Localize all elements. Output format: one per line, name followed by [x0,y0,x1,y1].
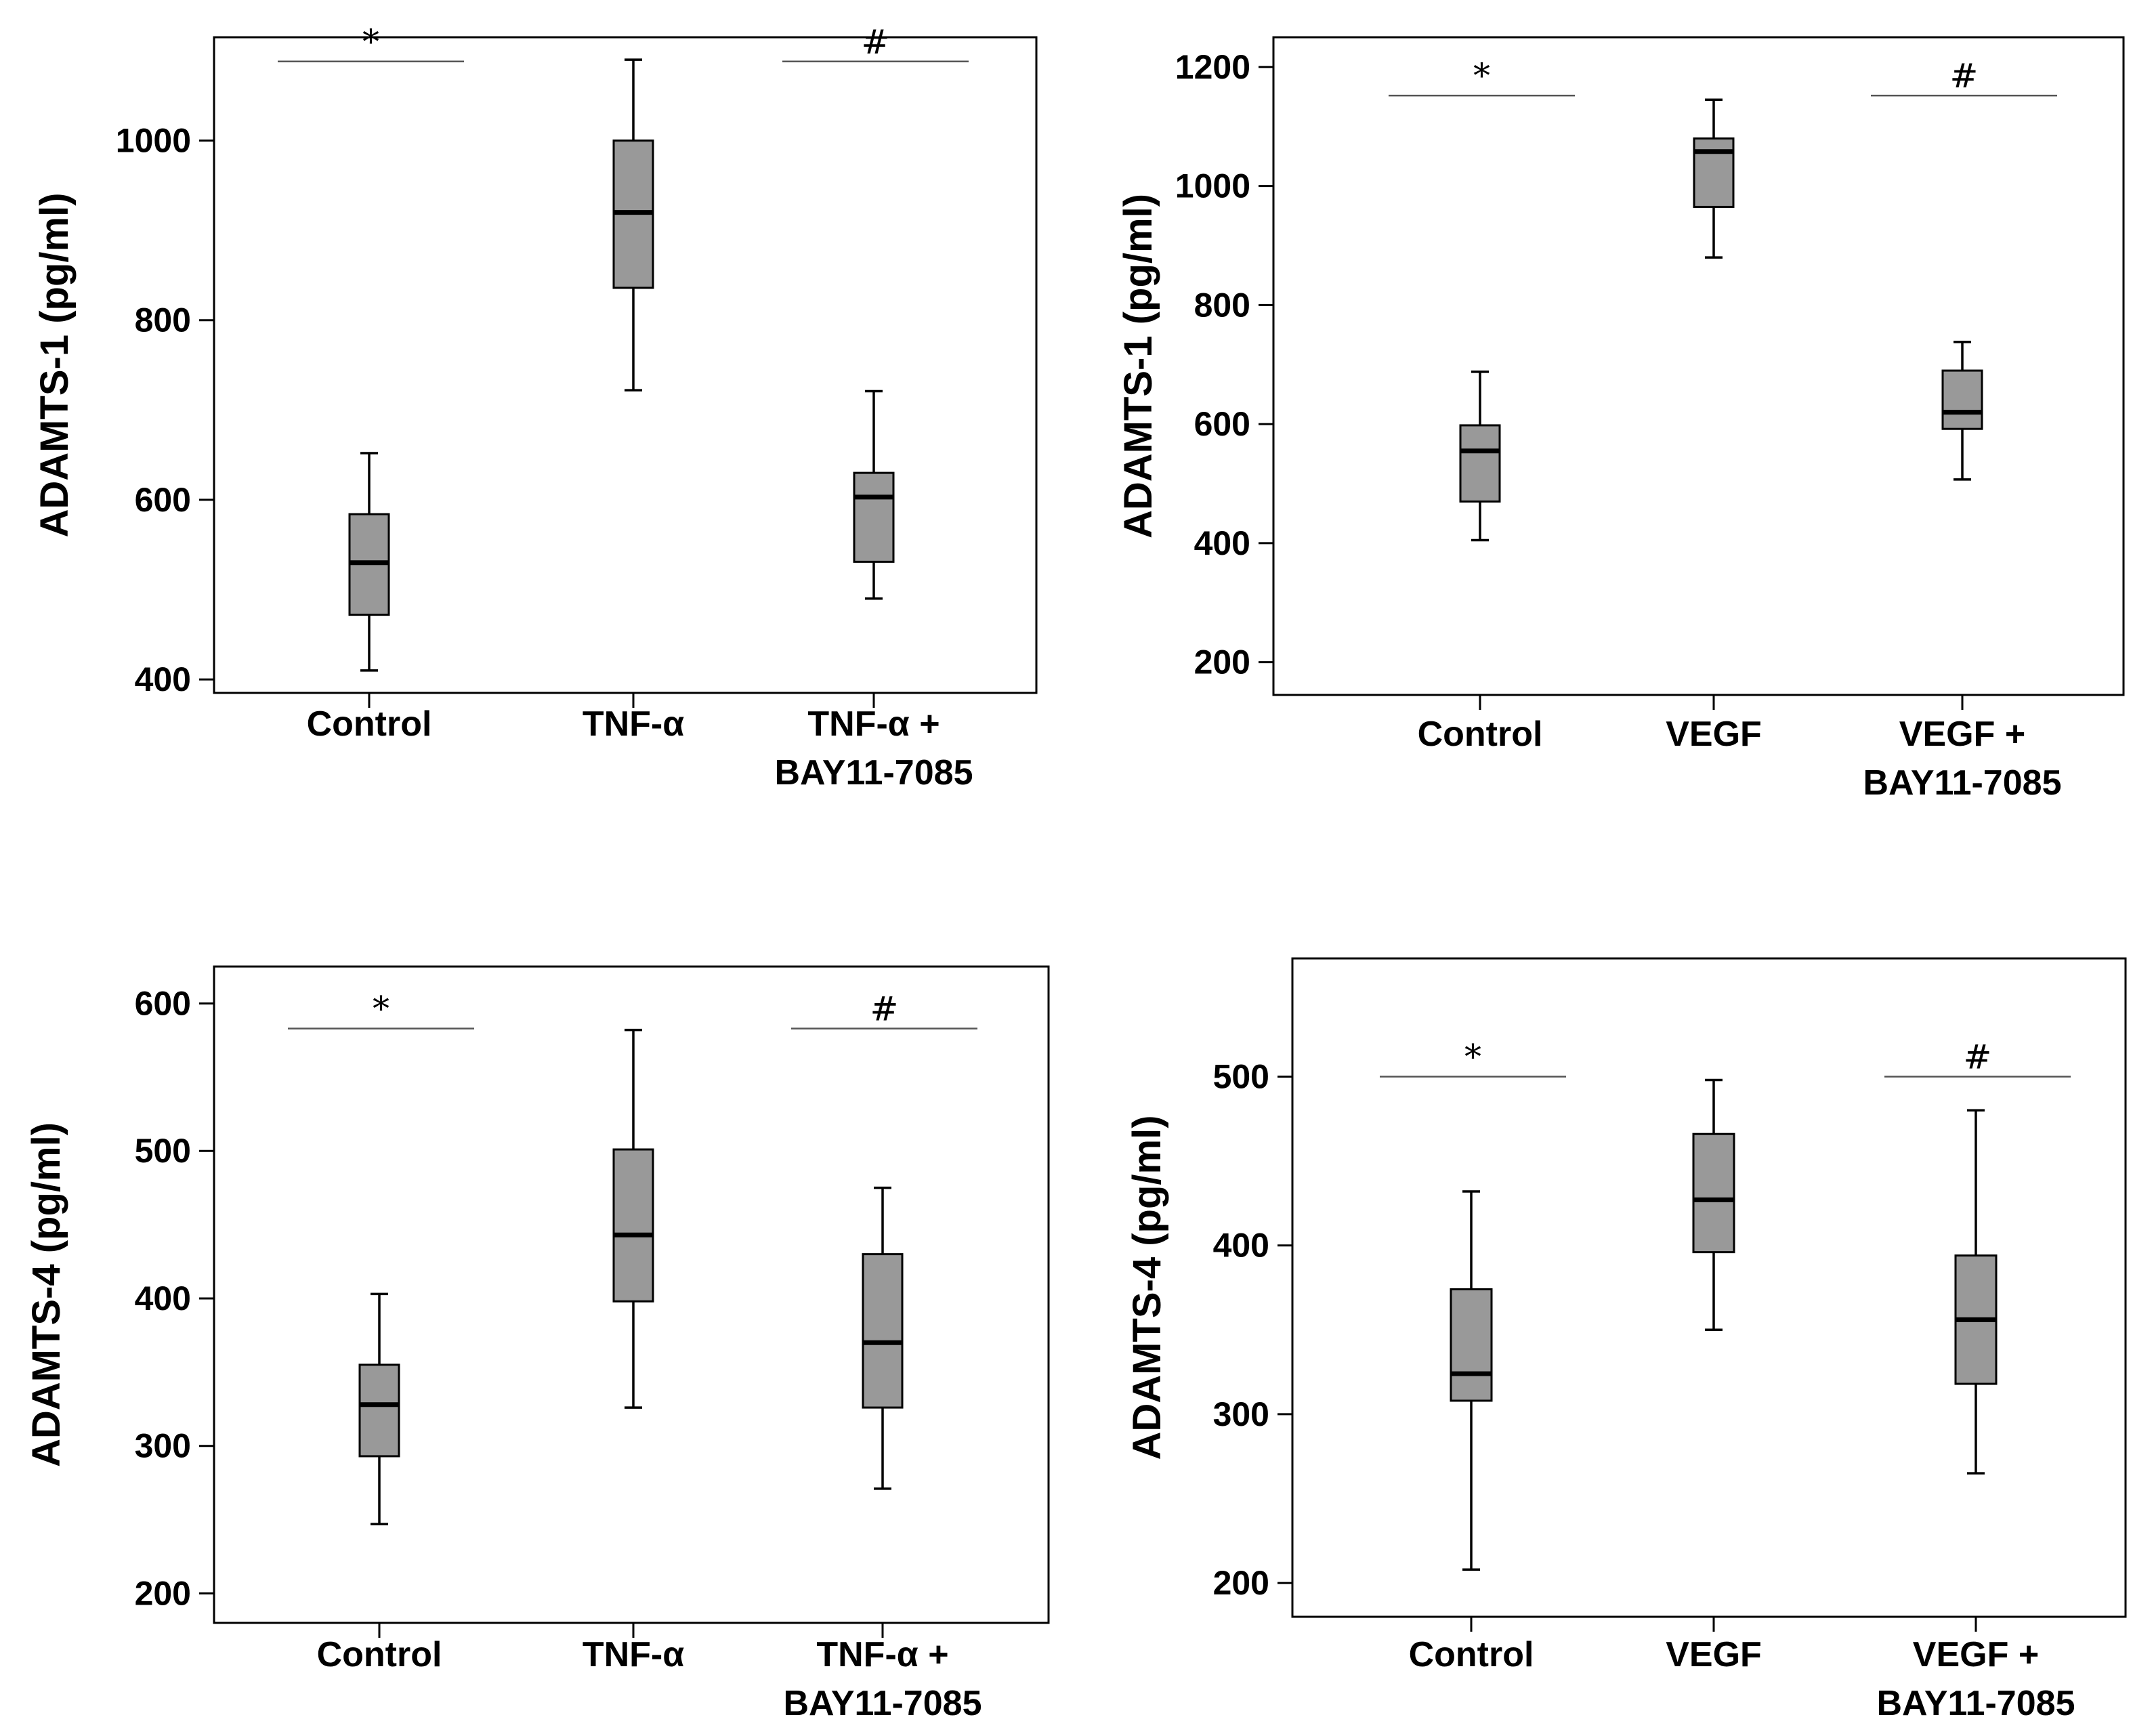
significance-marker: * [362,22,379,62]
x-tick-label: VEGF + [1913,1635,2039,1674]
y-tick-label: 800 [135,301,191,339]
significance-marker: * [1473,56,1490,96]
box-2 [612,1028,654,1409]
y-tick-label: 400 [135,660,191,698]
x-tick-label: BAY11-7085 [1863,763,2062,803]
y-axis-label: ADAMTS-1 (pg/ml) [1116,194,1160,538]
y-tick-label: 1000 [1175,167,1250,205]
box-1 [1459,371,1501,542]
iqr-box [853,471,895,563]
y-tick-label: 500 [135,1132,191,1170]
box-1 [1450,1190,1493,1571]
y-tick-label: 200 [135,1574,191,1612]
iqr-box [358,1363,400,1458]
iqr-box [1450,1288,1493,1402]
y-tick-label: 200 [1194,643,1250,681]
x-tick-label: VEGF + [1899,715,2025,754]
panel-2: 200 400 600 800 1000 1200 ADAMTS-1 (pg/ml) Cont… [1116,36,2125,803]
iqr-box [1941,369,1983,430]
x-tick-label: TNF-α + [816,1635,948,1674]
x-tick-label: BAY11-7085 [784,1684,982,1723]
panel-4: 200 300 400 500 ADAMTS-4 (pg/ml) Control VEGF V… [1125,957,2127,1723]
panel-1: 400 600 800 1000 ADAMTS-1 (pg/ml) Control TNF-… [33,22,1038,792]
y-tick-label: 500 [1213,1057,1269,1095]
y-tick-label: 1200 [1175,48,1250,86]
box-2 [1693,98,1735,259]
significance-marker: * [1464,1037,1481,1076]
y-tick-label: 400 [135,1279,191,1317]
x-tick-label: Control [317,1635,442,1674]
iqr-box [1693,137,1735,208]
x-tick-label: Control [1418,715,1543,754]
y-tick-label: 400 [1213,1227,1269,1265]
panel-3: 200 300 400 500 600 ADAMTS-4 (pg/ml) Control TN… [24,965,1050,1723]
y-axis-label: ADAMTS-1 (pg/ml) [33,192,77,537]
iqr-box [612,1148,654,1303]
x-tick-label: BAY11-7085 [775,753,973,792]
y-tick-label: 600 [1194,405,1250,443]
box-1 [358,1292,400,1525]
y-tick-label: 200 [1213,1564,1269,1602]
box-1 [348,452,390,672]
y-tick-label: 300 [1213,1395,1269,1433]
significance-marker: * [373,989,389,1028]
x-tick-label: Control [307,704,432,744]
box-3 [862,1186,904,1490]
iqr-box [862,1253,904,1409]
y-tick-label: 400 [1194,524,1250,562]
x-tick-label: VEGF [1666,1635,1762,1674]
box-3 [1941,341,1983,481]
y-tick-label: 600 [135,984,191,1022]
plot-frame [1291,957,2127,1618]
x-tick-label: TNF-α + [807,704,939,744]
box-2 [612,58,654,391]
y-axis-label: ADAMTS-4 (pg/ml) [24,1122,68,1467]
y-axis-label: ADAMTS-4 (pg/ml) [1125,1115,1169,1460]
box-3 [853,389,895,600]
x-tick-label: Control [1409,1635,1534,1674]
x-tick-label: VEGF [1666,715,1762,754]
plot-frame [213,36,1038,694]
x-tick-label: TNF-α [583,1635,684,1674]
iqr-box [1459,424,1501,503]
significance-marker: # [870,989,899,1028]
box-3 [1954,1109,1998,1475]
plot-frame [213,965,1050,1624]
y-tick-label: 300 [135,1427,191,1465]
x-tick-label: BAY11-7085 [1877,1684,2075,1723]
y-tick-label: 600 [135,481,191,519]
significance-marker: # [1964,1037,1992,1076]
significance-marker: # [1950,56,1979,96]
iqr-box [1692,1132,1735,1254]
y-tick-label: 1000 [116,121,191,159]
x-tick-label: TNF-α [583,704,684,744]
y-tick-label: 800 [1194,286,1250,324]
significance-marker: # [862,22,890,62]
box-2 [1692,1078,1735,1332]
plot-frame [1272,36,2125,696]
